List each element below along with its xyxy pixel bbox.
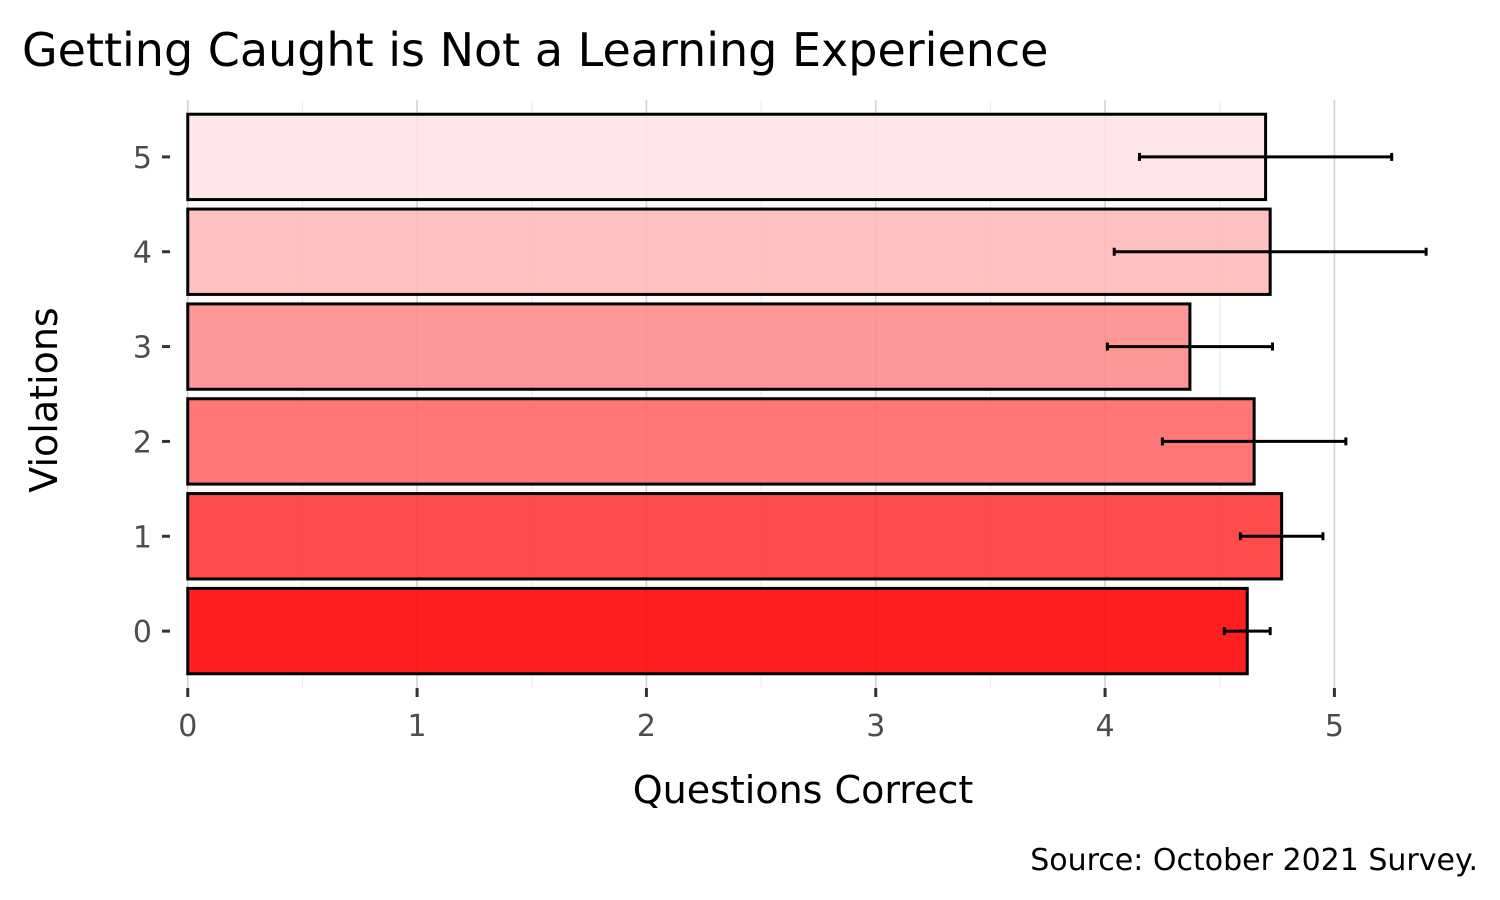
x-tick-label: 3 <box>866 709 885 744</box>
x-tick-label: 5 <box>1325 709 1344 744</box>
y-tick-label: 2 <box>133 425 152 460</box>
x-tick-label: 1 <box>408 709 427 744</box>
y-tick-label: 1 <box>133 520 152 555</box>
y-axis-title: Violations <box>22 307 66 492</box>
bar-violations-0 <box>186 586 1249 676</box>
bar-violations-5 <box>186 112 1268 202</box>
bar-violations-1 <box>186 492 1284 581</box>
bar-violations-3 <box>186 302 1192 391</box>
caption: Source: October 2021 Survey. <box>1030 843 1478 878</box>
y-axis: 0 1 2 3 4 5 <box>133 141 170 650</box>
x-axis: 0 1 2 3 4 5 <box>178 688 1344 744</box>
y-tick-label: 4 <box>133 236 152 271</box>
bar-violations-4 <box>186 207 1272 296</box>
chart-title: Getting Caught is Not a Learning Experie… <box>22 23 1049 77</box>
bar-violations-2 <box>186 397 1256 486</box>
x-tick-label: 4 <box>1096 709 1115 744</box>
y-tick-label: 5 <box>133 141 152 176</box>
x-tick-label: 2 <box>637 709 656 744</box>
x-tick-label: 0 <box>178 709 197 744</box>
y-tick-label: 0 <box>133 615 152 650</box>
error-bars <box>1105 152 1428 636</box>
x-axis-title: Questions Correct <box>633 768 974 812</box>
bars <box>186 112 1284 676</box>
y-tick-label: 3 <box>133 331 152 366</box>
